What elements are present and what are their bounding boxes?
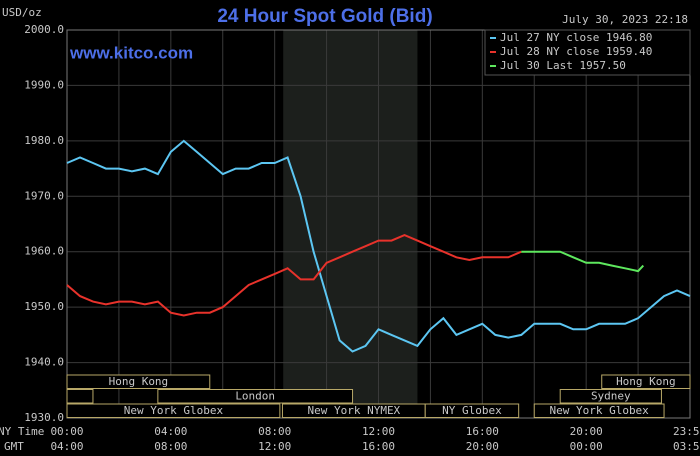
x-tick-label-gmt: 20:00 <box>466 440 499 453</box>
market-box <box>601 374 691 389</box>
y-tick-label: 1990.0 <box>24 78 64 91</box>
chart-title: 24 Hour Spot Gold (Bid) <box>217 6 432 27</box>
market-label: Hong Kong <box>109 375 169 388</box>
series-line <box>66 139 691 353</box>
x-axis-label: GMT <box>4 440 24 453</box>
x-tick-label: 04:00 <box>154 425 187 438</box>
x-tick-label-gmt: 03:59 <box>673 440 700 453</box>
x-tick-label: 12:00 <box>362 425 395 438</box>
legend-entry: Jul 30 Last 1957.50 <box>500 59 626 72</box>
series-line <box>521 250 645 273</box>
x-tick-label-gmt: 08:00 <box>154 440 187 453</box>
market-box <box>559 389 662 404</box>
market-box <box>66 389 94 404</box>
market-box <box>66 403 281 418</box>
x-tick-label: 23:59 <box>673 425 700 438</box>
x-tick-label-gmt: 12:00 <box>258 440 291 453</box>
x-tick-label-gmt: 04:00 <box>50 440 83 453</box>
market-label: Sydney <box>591 390 631 403</box>
y-tick-label: 1940.0 <box>24 356 64 369</box>
market-label: NY Globex <box>442 404 502 417</box>
x-tick-label: 00:00 <box>50 425 83 438</box>
plot-under <box>66 29 691 419</box>
market-box <box>424 403 520 418</box>
x-axis-label: NY Time <box>0 425 44 438</box>
market-label: Hong Kong <box>616 375 676 388</box>
x-tick-label: 08:00 <box>258 425 291 438</box>
market-label: New York Globex <box>549 404 649 417</box>
market-box <box>66 374 211 389</box>
market-label: New York Globex <box>124 404 224 417</box>
market-label: London <box>235 390 275 403</box>
x-tick-label: 16:00 <box>466 425 499 438</box>
market-box <box>157 389 354 404</box>
market-box <box>533 403 665 418</box>
legend-entry: Jul 28 NY close 1959.40 <box>500 45 652 58</box>
y-tick-label: 1980.0 <box>24 134 64 147</box>
y-tick-label: 1970.0 <box>24 189 64 202</box>
y-tick-label: 1950.0 <box>24 300 64 313</box>
x-tick-label-gmt: 16:00 <box>362 440 395 453</box>
y-tick-label: 2000.0 <box>24 23 64 36</box>
y-tick-label: 1930.0 <box>24 411 64 424</box>
x-tick-label-gmt: 00:00 <box>570 440 603 453</box>
series-line <box>66 234 522 317</box>
timestamp: July 30, 2023 22:18 <box>562 13 688 26</box>
legend-entry: Jul 27 NY close 1946.80 <box>500 31 652 44</box>
watermark: www.kitco.com <box>69 43 193 62</box>
highlight-band <box>283 30 418 418</box>
y-tick-label: 1960.0 <box>24 245 64 258</box>
legend-box <box>484 29 691 76</box>
market-label: New York NYMEX <box>307 404 400 417</box>
x-tick-label: 20:00 <box>570 425 603 438</box>
y-axis-label: USD/oz <box>2 6 42 19</box>
